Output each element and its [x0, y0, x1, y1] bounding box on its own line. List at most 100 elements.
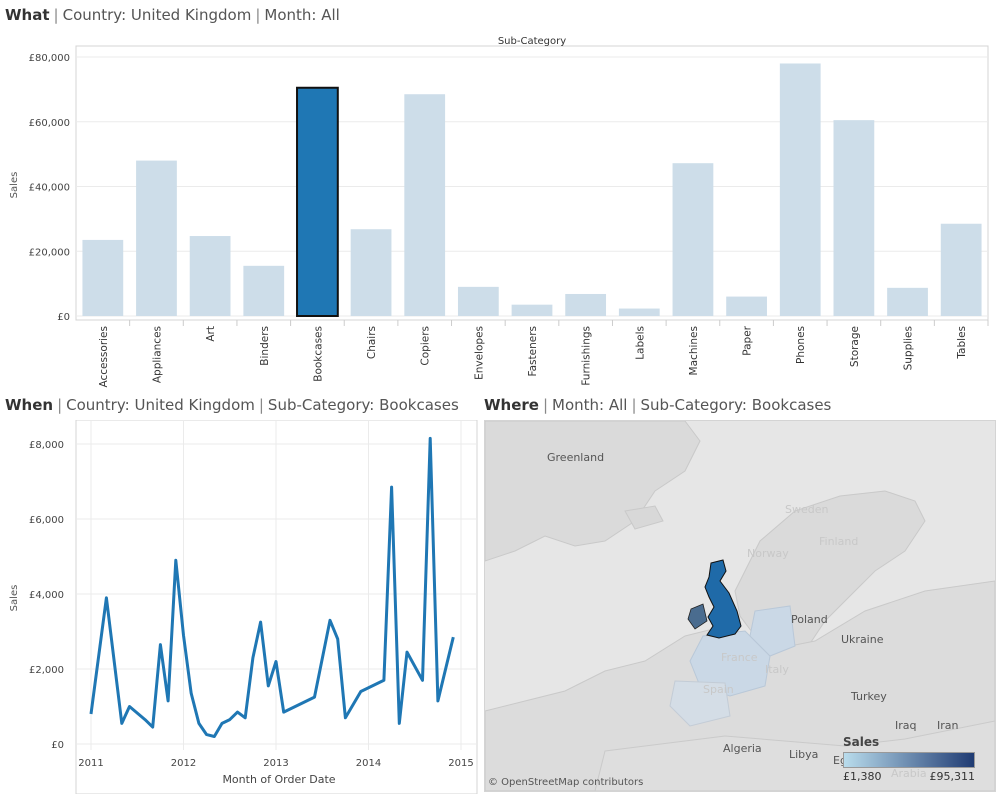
- bar-tables[interactable]: [940, 223, 982, 316]
- greenland-shape: [485, 421, 701, 562]
- map-label-sweden: Sweden: [785, 503, 829, 516]
- bar-xtick-label: Labels: [634, 326, 646, 360]
- where-title: Where | Month: All | Sub-Category: Bookcases: [484, 396, 832, 414]
- bar-ytick-label: £80,000: [29, 53, 70, 64]
- bar-xtick-label: Fasteners: [527, 326, 539, 376]
- bar-xtick-label: Furnishings: [581, 326, 593, 386]
- bar-phones[interactable]: [779, 63, 821, 316]
- bar-ytick-label: £40,000: [29, 183, 70, 194]
- when-filter-subcategory: Sub-Category: Bookcases: [267, 396, 459, 414]
- ireland-shape: [687, 603, 708, 630]
- bar-binders[interactable]: [243, 265, 285, 316]
- line-xtick-label: 2012: [171, 758, 196, 769]
- bar-xtick-label: Copiers: [420, 326, 432, 366]
- bar-xtick-label: Tables: [956, 326, 968, 360]
- where-filter-month: Month: All: [552, 396, 628, 414]
- bar-copiers[interactable]: [404, 94, 446, 316]
- when-title: When | Country: United Kingdom | Sub-Categor…: [5, 396, 459, 414]
- map-canvas[interactable]: [485, 421, 995, 791]
- line-ytick-label: £6,000: [29, 515, 64, 526]
- bar-xtick-label: Bookcases: [312, 326, 324, 382]
- bar-chart-frame: [75, 45, 989, 321]
- map-label-iraq: Iraq: [895, 719, 917, 732]
- iceland-shape: [624, 505, 664, 530]
- bar-xtick-label: Chairs: [366, 326, 378, 359]
- bar-xtick-label: Storage: [849, 326, 861, 367]
- subcategory-bar-chart[interactable]: Sub-Category Sales £0 £20,000 £40,000 £60,0…: [0, 30, 998, 422]
- bar-supplies[interactable]: [887, 287, 928, 316]
- bar-machines[interactable]: [672, 163, 714, 316]
- map-attribution[interactable]: © OpenStreetMap contributors: [488, 777, 644, 788]
- line-ytick-label: £0: [51, 740, 64, 751]
- bar-chart-ylabel: Sales: [9, 172, 20, 199]
- bar-labels[interactable]: [618, 308, 660, 316]
- map-label-greenland: Greenland: [547, 451, 605, 464]
- line-xtick-label: 2015: [448, 758, 473, 769]
- bar-ytick-label: £0: [57, 312, 70, 323]
- africa-shape: [594, 720, 995, 791]
- bar-xtick-label: Art: [205, 326, 217, 342]
- line-xtick-label: 2011: [78, 758, 103, 769]
- bar-xtick-label: Accessories: [98, 326, 110, 388]
- legend-max-label: £95,311: [929, 770, 976, 783]
- france-shape: [689, 630, 771, 697]
- legend-color-ramp: [843, 752, 975, 768]
- bar-xtick-label: Appliances: [151, 326, 163, 383]
- bar-xtick-label: Machines: [688, 326, 700, 375]
- where-heading: Where: [484, 396, 539, 414]
- line-chart-frame: [75, 420, 478, 794]
- map-label-arabia: Arabia: [891, 767, 927, 780]
- map-label-ukraine: Ukraine: [841, 633, 884, 646]
- bar-art[interactable]: [189, 236, 231, 316]
- map-label-algeria: Algeria: [723, 742, 762, 755]
- bar-fasteners[interactable]: [511, 304, 553, 316]
- sales-line-series[interactable]: [89, 436, 455, 738]
- line-ytick-label: £4,000: [29, 590, 64, 601]
- bar-ytick-label: £60,000: [29, 118, 70, 129]
- line-ytick-label: £8,000: [29, 440, 64, 451]
- map-label-iran: Iran: [937, 719, 959, 732]
- bar-xtick-label: Binders: [259, 326, 271, 366]
- bar-furnishings[interactable]: [565, 293, 607, 316]
- when-filter-country: Country: United Kingdom: [66, 396, 255, 414]
- map-label-norway: Norway: [747, 547, 789, 560]
- bar-accessories[interactable]: [82, 239, 124, 316]
- map-label-turkey: Turkey: [851, 690, 887, 703]
- bar-xtick-label: Envelopes: [473, 326, 485, 380]
- where-filter-subcategory: Sub-Category: Bookcases: [640, 396, 832, 414]
- bar-storage[interactable]: [833, 120, 875, 316]
- bar-xtick-label: Paper: [742, 325, 754, 355]
- line-xtick-label: 2014: [356, 758, 381, 769]
- bar-appliances[interactable]: [136, 160, 177, 316]
- bar-xtick-label: Phones: [795, 326, 807, 364]
- bar-xtick-label: Supplies: [903, 326, 915, 370]
- map-label-poland: Poland: [791, 613, 828, 626]
- map-legend: Sales £1,380 £95,311: [843, 735, 983, 783]
- what-heading: What: [5, 6, 50, 24]
- line-ytick-label: £2,000: [29, 665, 64, 676]
- bar-paper[interactable]: [726, 296, 767, 316]
- map-label-libya: Libya: [789, 748, 819, 761]
- united-kingdom-shape[interactable]: [704, 559, 742, 639]
- when-heading: When: [5, 396, 54, 414]
- line-chart-xlabel: Month of Order Date: [222, 773, 335, 786]
- monthly-sales-line-chart[interactable]: Sales Month of Order Date £0 £2,000 £4,000…: [0, 420, 480, 794]
- what-filter-month: Month: All: [264, 6, 340, 24]
- germany-shape: [749, 605, 796, 657]
- bar-bookcases[interactable]: [296, 86, 339, 317]
- legend-min-label: £1,380: [843, 770, 882, 783]
- bar-envelopes[interactable]: [457, 286, 499, 316]
- map-label-italy: Italy: [765, 663, 789, 676]
- legend-title: Sales: [843, 735, 880, 749]
- what-title: What | Country: United Kingdom | Month: All: [5, 6, 340, 24]
- bar-chairs[interactable]: [350, 229, 392, 316]
- map-label-finland: Finland: [819, 535, 859, 548]
- map-label-spain: Spain: [703, 683, 734, 696]
- spain-shape: [669, 680, 731, 727]
- bar-ytick-label: £20,000: [29, 247, 70, 258]
- map-panel[interactable]: Greenland Norway Sweden Finland Poland U…: [484, 420, 996, 792]
- bar-chart-title: Sub-Category: [498, 36, 566, 47]
- map-label-france: France: [721, 651, 758, 664]
- line-chart-ylabel: Sales: [9, 585, 20, 612]
- what-filter-country: Country: United Kingdom: [62, 6, 252, 24]
